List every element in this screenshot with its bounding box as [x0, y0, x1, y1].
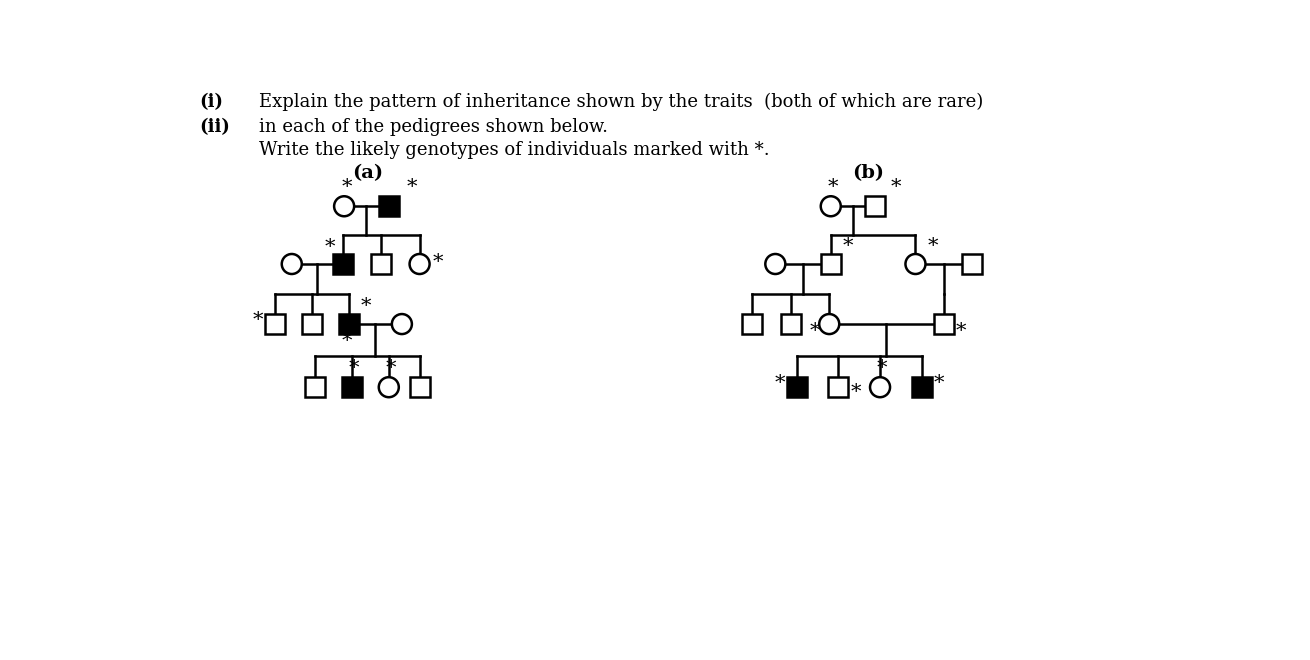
Text: *: *: [253, 311, 263, 330]
Circle shape: [821, 196, 841, 216]
Text: *: *: [891, 178, 901, 197]
Text: *: *: [774, 374, 785, 393]
Text: *: *: [878, 359, 888, 378]
Text: *: *: [406, 178, 417, 197]
Bar: [781, 314, 800, 334]
Text: *: *: [927, 237, 938, 256]
Text: *: *: [348, 359, 359, 378]
Bar: [410, 378, 430, 397]
Bar: [379, 196, 398, 216]
Text: *: *: [325, 238, 335, 257]
Bar: [821, 254, 841, 274]
Circle shape: [334, 196, 354, 216]
Text: *: *: [432, 253, 443, 272]
Circle shape: [905, 254, 925, 274]
Bar: [305, 378, 325, 397]
Bar: [787, 378, 807, 397]
Circle shape: [819, 314, 840, 334]
Text: *: *: [386, 359, 397, 378]
Bar: [934, 314, 954, 334]
Text: *: *: [341, 178, 351, 197]
Circle shape: [870, 378, 889, 397]
Text: *: *: [342, 332, 352, 351]
Text: (b): (b): [852, 164, 884, 182]
Text: *: *: [850, 383, 861, 402]
Bar: [912, 378, 931, 397]
Bar: [265, 314, 284, 334]
Circle shape: [379, 378, 398, 397]
Circle shape: [392, 314, 411, 334]
Circle shape: [282, 254, 301, 274]
Text: *: *: [810, 322, 820, 341]
Text: (a): (a): [351, 164, 383, 182]
Bar: [301, 314, 322, 334]
Bar: [828, 378, 849, 397]
Text: *: *: [828, 178, 838, 197]
Bar: [962, 254, 981, 274]
Text: *: *: [933, 374, 943, 393]
Circle shape: [410, 254, 430, 274]
Text: Explain the pattern of inheritance shown by the traits  (both of which are rare): Explain the pattern of inheritance shown…: [259, 93, 984, 112]
Bar: [866, 196, 886, 216]
Text: (i): (i): [199, 93, 224, 111]
Text: *: *: [842, 237, 853, 256]
Text: *: *: [360, 297, 371, 316]
Bar: [743, 314, 762, 334]
Text: *: *: [955, 322, 965, 341]
Bar: [333, 254, 352, 274]
Bar: [339, 314, 359, 334]
Text: (ii): (ii): [199, 117, 231, 136]
Bar: [342, 378, 362, 397]
Bar: [371, 254, 392, 274]
Text: in each of the pedigrees shown below.: in each of the pedigrees shown below.: [259, 117, 608, 136]
Circle shape: [765, 254, 785, 274]
Text: Write the likely genotypes of individuals marked with *.: Write the likely genotypes of individual…: [259, 141, 770, 159]
